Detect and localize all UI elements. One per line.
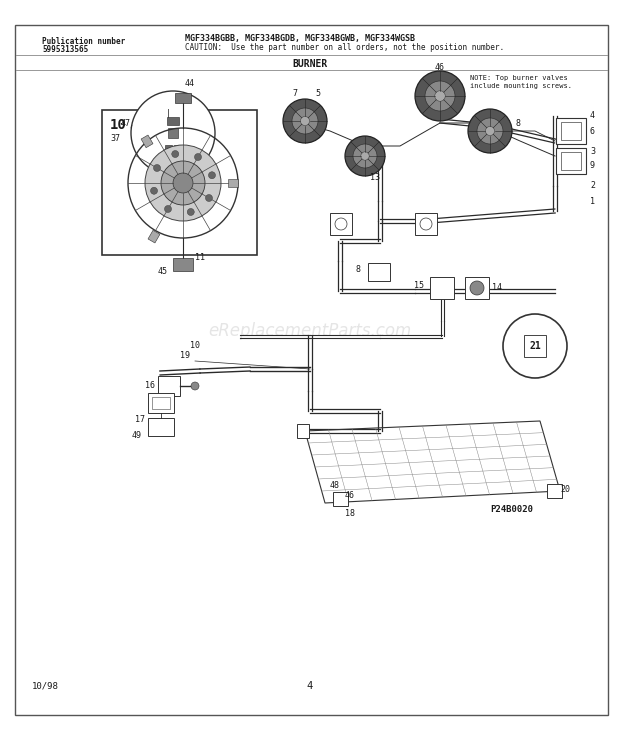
Bar <box>167 117 179 125</box>
Bar <box>152 397 170 409</box>
Bar <box>556 148 586 174</box>
Text: 10/98: 10/98 <box>32 681 59 691</box>
Text: 8: 8 <box>355 265 360 273</box>
Bar <box>556 118 586 144</box>
Text: 47: 47 <box>121 118 131 127</box>
Bar <box>368 263 390 281</box>
Bar <box>174 145 181 153</box>
Circle shape <box>191 382 199 390</box>
Text: |: | <box>167 108 169 118</box>
Circle shape <box>161 161 205 205</box>
Text: 21: 21 <box>529 341 541 351</box>
Text: 7: 7 <box>293 88 298 97</box>
Text: 16: 16 <box>145 382 155 390</box>
Text: 10: 10 <box>110 118 126 132</box>
Text: 48: 48 <box>330 482 340 491</box>
Circle shape <box>164 205 172 213</box>
Circle shape <box>415 71 465 121</box>
Text: 3: 3 <box>590 146 595 156</box>
Text: 5995313565: 5995313565 <box>42 45 88 54</box>
Text: 5: 5 <box>316 88 321 97</box>
Bar <box>168 128 178 138</box>
Circle shape <box>503 314 567 378</box>
Bar <box>297 424 309 438</box>
Bar <box>102 110 257 255</box>
Text: 13: 13 <box>370 173 380 183</box>
Text: 2: 2 <box>590 181 595 191</box>
Text: 4: 4 <box>590 112 595 121</box>
Bar <box>228 179 238 187</box>
Bar <box>561 122 581 140</box>
Circle shape <box>485 126 495 135</box>
Text: 46: 46 <box>345 491 355 501</box>
Circle shape <box>205 194 213 202</box>
Text: 15: 15 <box>414 281 424 290</box>
Text: 6: 6 <box>590 126 595 135</box>
Bar <box>141 135 153 148</box>
Text: Publication number: Publication number <box>42 37 125 46</box>
Text: 17: 17 <box>135 414 145 423</box>
Bar <box>165 145 172 153</box>
Circle shape <box>345 136 385 176</box>
Circle shape <box>361 152 369 160</box>
Circle shape <box>283 99 327 143</box>
Circle shape <box>435 91 445 102</box>
Text: BURNER: BURNER <box>293 59 327 69</box>
Circle shape <box>292 108 318 134</box>
Bar <box>561 152 581 170</box>
Bar <box>173 258 193 271</box>
Text: 46: 46 <box>435 64 445 72</box>
Circle shape <box>301 116 309 126</box>
Bar <box>330 213 352 235</box>
Text: 45: 45 <box>158 267 168 276</box>
Circle shape <box>470 281 484 295</box>
Bar <box>158 376 180 396</box>
Bar <box>175 93 191 103</box>
Bar <box>524 335 546 357</box>
Circle shape <box>425 81 455 111</box>
Text: 14: 14 <box>492 284 502 292</box>
Bar <box>547 484 562 498</box>
Text: CAUTION:  Use the part number on all orders, not the position number.: CAUTION: Use the part number on all orde… <box>185 43 504 52</box>
Bar <box>465 277 489 299</box>
Bar <box>333 492 348 506</box>
Bar <box>148 418 174 436</box>
Bar <box>148 230 160 243</box>
Text: 4: 4 <box>307 681 313 691</box>
Text: 20: 20 <box>560 485 570 493</box>
Text: 11: 11 <box>195 254 205 262</box>
Circle shape <box>173 173 193 193</box>
Text: 18: 18 <box>345 509 355 518</box>
Text: 37: 37 <box>110 134 120 143</box>
Text: 44: 44 <box>185 78 195 88</box>
Text: 49: 49 <box>132 431 142 441</box>
Circle shape <box>151 187 157 194</box>
Circle shape <box>172 151 179 157</box>
Circle shape <box>468 109 512 153</box>
Circle shape <box>195 154 202 161</box>
Text: 10: 10 <box>190 341 200 350</box>
Circle shape <box>187 208 194 216</box>
Circle shape <box>131 91 215 175</box>
Circle shape <box>477 118 503 144</box>
Text: P24B0020: P24B0020 <box>490 504 533 513</box>
Text: MGF334BGBB, MGF334BGDB, MGF334BGWB, MGF334WGSB: MGF334BGBB, MGF334BGDB, MGF334BGWB, MGF3… <box>185 34 415 43</box>
Bar <box>148 393 174 413</box>
Text: 9: 9 <box>590 162 595 170</box>
Circle shape <box>353 144 377 168</box>
Circle shape <box>145 145 221 221</box>
Text: 8: 8 <box>515 118 520 127</box>
Bar <box>415 213 437 235</box>
Text: 1: 1 <box>590 197 595 205</box>
Text: NOTE: Top burner valves
include mounting screws.: NOTE: Top burner valves include mounting… <box>470 75 572 89</box>
Circle shape <box>208 172 216 179</box>
Text: 19: 19 <box>180 352 190 360</box>
Text: eReplacementParts.com: eReplacementParts.com <box>208 322 412 340</box>
Circle shape <box>154 164 161 172</box>
Bar <box>430 277 454 299</box>
